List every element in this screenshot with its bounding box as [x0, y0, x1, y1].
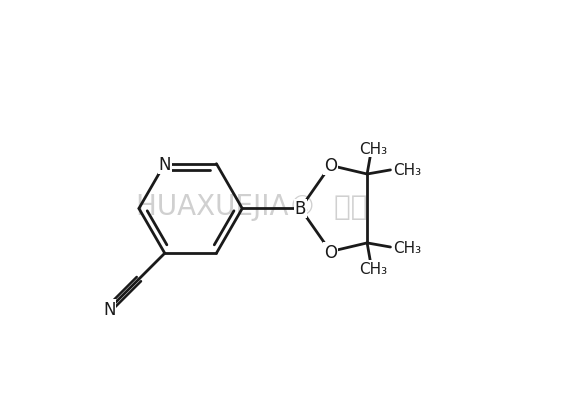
Text: O: O	[324, 157, 337, 175]
Text: N: N	[103, 300, 116, 318]
Text: CH₃: CH₃	[393, 240, 421, 255]
Text: CH₃: CH₃	[359, 142, 387, 157]
Text: CH₃: CH₃	[359, 261, 387, 276]
Text: N: N	[158, 156, 171, 173]
Text: CH₃: CH₃	[393, 163, 421, 178]
Text: B: B	[294, 200, 306, 218]
Text: O: O	[324, 243, 337, 261]
Text: HUAXUEJIA®  化加: HUAXUEJIA® 化加	[136, 192, 367, 220]
